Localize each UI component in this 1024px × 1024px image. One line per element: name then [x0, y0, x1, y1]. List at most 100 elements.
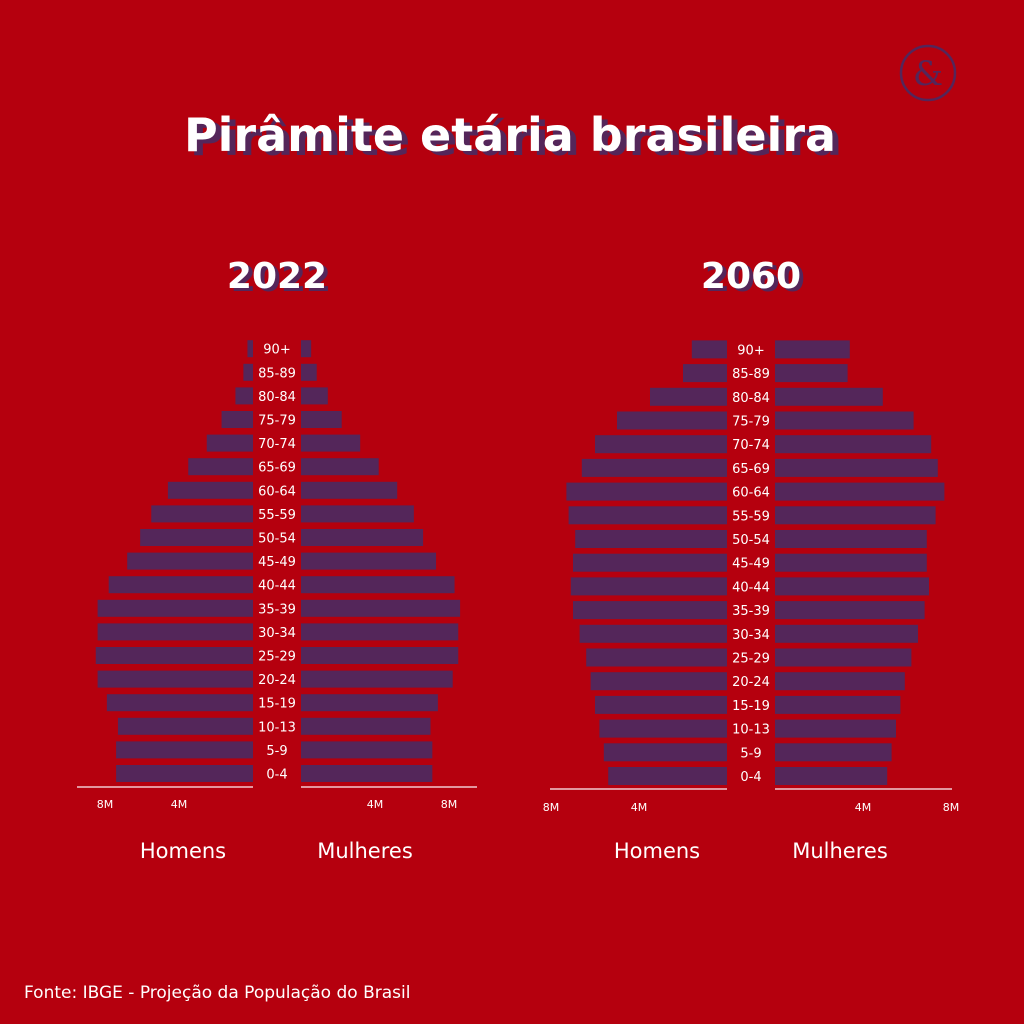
bar-homens-90+: [247, 340, 253, 358]
bar-homens-30-34: [97, 623, 253, 641]
bar-homens-75-79: [221, 411, 253, 428]
bar-mulheres-55-59: [775, 506, 936, 525]
bar-homens-60-64: [566, 482, 727, 501]
age-group-label: 30-34: [732, 628, 770, 643]
age-group-label: 35-39: [258, 602, 296, 617]
bar-homens-10-13: [599, 719, 727, 738]
age-group-label: 20-24: [732, 675, 770, 690]
bar-mulheres-40-44: [301, 576, 455, 594]
main-title-group: Pirâmite etária brasileira Pirâmite etár…: [184, 108, 842, 166]
age-group-label: 15-19: [732, 699, 770, 714]
age-group-label: 45-49: [732, 557, 770, 572]
bar-homens-45-49: [573, 553, 727, 572]
bar-homens-85-89: [243, 363, 253, 381]
bar-homens-65-69: [188, 458, 253, 476]
bar-mulheres-10-13: [301, 717, 431, 735]
main-title: Pirâmite etária brasileira: [184, 108, 836, 162]
bar-homens-60-64: [167, 481, 253, 499]
bar-mulheres-70-74: [775, 435, 932, 454]
bar-mulheres-45-49: [775, 553, 927, 572]
bar-mulheres-5-9: [301, 741, 433, 759]
bar-homens-65-69: [581, 458, 727, 477]
bar-homens-70-74: [206, 434, 253, 452]
x-label-homens: Homens: [140, 839, 226, 863]
x-tick-label-right: 4M: [855, 801, 872, 814]
age-group-label: 90+: [263, 343, 290, 358]
bar-homens-0-4: [116, 765, 253, 782]
bar-homens-70-74: [595, 435, 727, 454]
bar-homens-50-54: [140, 529, 253, 546]
age-group-label: 70-74: [732, 438, 770, 453]
main-title-shadow: Pirâmite etária brasileira: [190, 112, 842, 166]
bar-homens-10-13: [117, 717, 253, 735]
age-group-label: 65-69: [258, 461, 296, 476]
age-group-label: 40-44: [258, 579, 296, 594]
bar-homens-25-29: [586, 648, 727, 667]
bar-mulheres-60-64: [775, 482, 945, 501]
bar-mulheres-40-44: [775, 577, 929, 596]
bar-homens-75-79: [617, 411, 727, 430]
age-group-label: 10-13: [258, 720, 296, 735]
bar-mulheres-35-39: [775, 601, 925, 620]
age-group-label: 90+: [737, 343, 764, 358]
bar-homens-55-59: [151, 505, 253, 523]
age-group-label: 75-79: [732, 415, 770, 430]
age-group-label: 75-79: [258, 414, 296, 429]
age-group-label: 0-4: [266, 768, 287, 783]
age-group-label: 50-54: [258, 532, 296, 547]
bar-mulheres-80-84: [301, 387, 328, 405]
x-label-homens: Homens: [614, 839, 700, 863]
x-tick-label-right: 8M: [943, 801, 960, 814]
bar-homens-50-54: [575, 530, 727, 548]
bar-homens-55-59: [568, 506, 727, 525]
bar-mulheres-80-84: [775, 387, 883, 406]
x-label-mulheres: Mulheres: [792, 839, 888, 863]
age-group-label: 60-64: [732, 486, 770, 501]
x-tick-label-left: 8M: [97, 798, 114, 811]
age-group-label: 70-74: [258, 437, 296, 452]
bar-homens-35-39: [97, 599, 253, 617]
bar-mulheres-15-19: [301, 694, 438, 712]
bar-mulheres-5-9: [775, 743, 892, 762]
ampersand-logo-icon: &: [899, 44, 957, 102]
age-group-label: 45-49: [258, 555, 296, 570]
bar-mulheres-10-13: [775, 719, 896, 738]
bar-homens-90+: [691, 340, 727, 359]
x-tick-label-left: 4M: [171, 798, 188, 811]
age-group-label: 5-9: [740, 746, 761, 761]
bar-mulheres-75-79: [775, 411, 914, 430]
bar-homens-80-84: [235, 387, 253, 405]
bar-homens-30-34: [579, 624, 727, 643]
x-tick-label-right: 8M: [441, 798, 458, 811]
bar-homens-40-44: [570, 577, 727, 596]
bar-mulheres-65-69: [301, 458, 379, 476]
age-group-label: 5-9: [266, 744, 287, 759]
age-group-label: 0-4: [740, 770, 761, 785]
bar-mulheres-0-4: [775, 767, 888, 785]
bar-mulheres-0-4: [301, 765, 433, 782]
age-group-label: 20-24: [258, 673, 296, 688]
age-group-label: 10-13: [732, 723, 770, 738]
bar-homens-15-19: [595, 695, 727, 714]
bar-mulheres-60-64: [301, 481, 398, 499]
age-group-label: 35-39: [732, 604, 770, 619]
bar-mulheres-35-39: [301, 599, 461, 617]
bar-mulheres-85-89: [775, 364, 848, 383]
bar-homens-20-24: [590, 672, 727, 691]
bar-homens-85-89: [683, 364, 727, 383]
age-group-label: 80-84: [258, 390, 296, 405]
age-group-label: 85-89: [732, 367, 770, 382]
bar-mulheres-20-24: [775, 672, 905, 691]
bar-homens-5-9: [116, 741, 253, 759]
chart-title-shadow: 2060: [705, 259, 805, 300]
svg-text:&: &: [913, 54, 943, 94]
bar-mulheres-30-34: [775, 624, 918, 643]
bar-mulheres-75-79: [301, 411, 342, 428]
age-group-label: 30-34: [258, 626, 296, 641]
age-group-label: 25-29: [258, 650, 296, 665]
bar-homens-0-4: [608, 767, 727, 785]
bar-mulheres-15-19: [775, 695, 901, 714]
